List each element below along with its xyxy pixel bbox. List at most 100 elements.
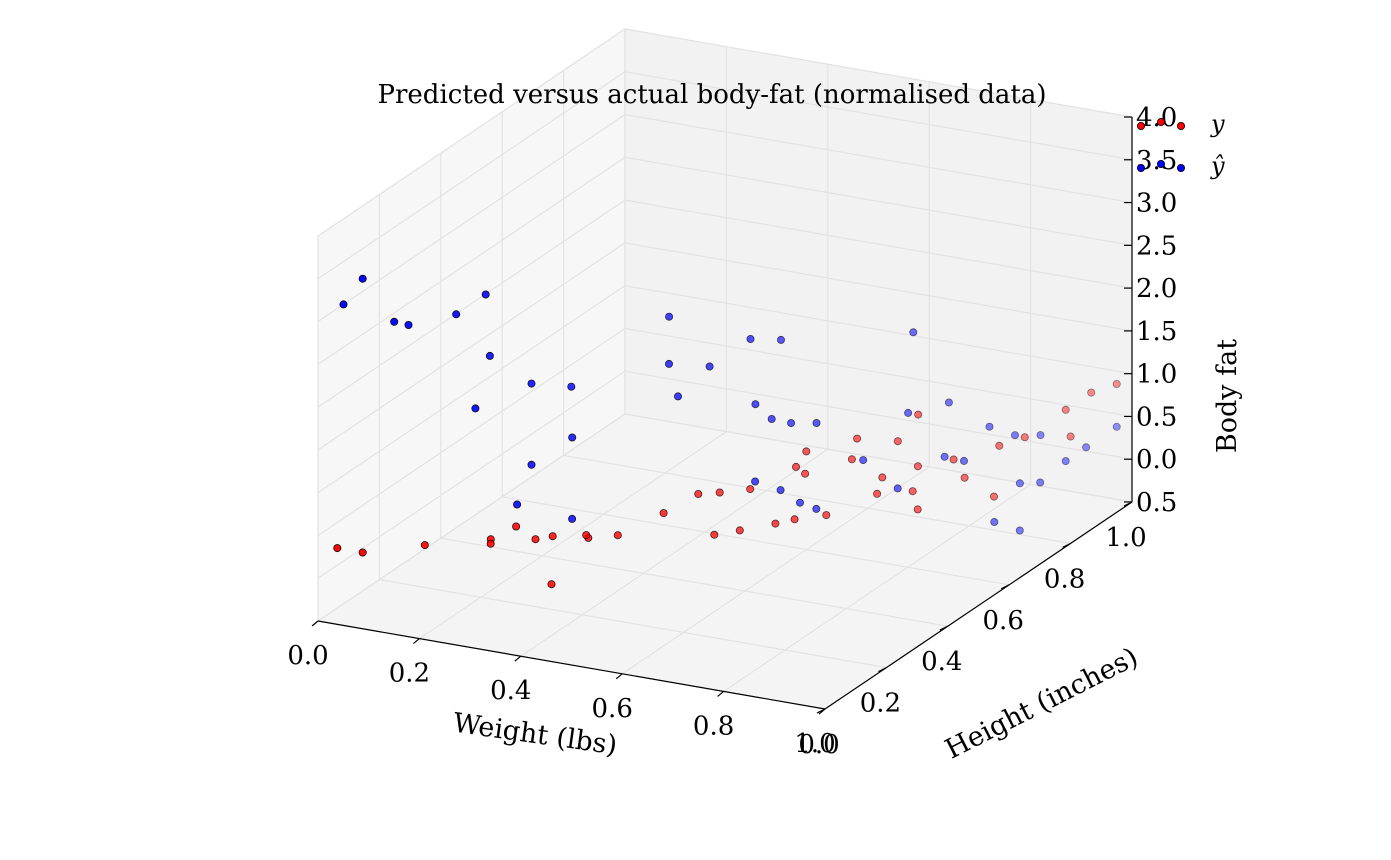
grid-line-z-left — [317, 156, 626, 365]
x-tick-mark — [413, 638, 420, 645]
point-y — [995, 441, 1004, 450]
point-y-hat — [904, 408, 913, 417]
grid-line-z-left — [317, 370, 626, 579]
point-y-hat — [940, 452, 949, 461]
y-tick-mark — [1000, 584, 1010, 590]
point-y-hat — [787, 419, 796, 428]
grid-line-z-back — [624, 285, 1133, 375]
point-y — [1020, 433, 1029, 442]
point-y — [547, 580, 556, 589]
point-y — [715, 488, 724, 497]
point-y-hat — [796, 498, 805, 507]
x-tick-label: 0.4 — [490, 676, 531, 706]
point-y-hat — [1061, 457, 1070, 466]
point-y — [990, 492, 999, 501]
point-y — [333, 544, 342, 553]
point-y-hat — [751, 477, 760, 486]
point-y — [694, 489, 703, 498]
point-y-hat — [1011, 431, 1020, 440]
point-y-hat — [1036, 431, 1045, 440]
point-y-hat — [674, 392, 683, 401]
z-tick-label: 2.0 — [1136, 274, 1177, 304]
x-axis-line — [317, 620, 826, 710]
legend-marker — [1137, 163, 1146, 172]
point-y — [873, 489, 882, 498]
point-y — [908, 487, 917, 496]
grid-line-z-back — [624, 156, 1133, 246]
z-tick-label: 3.0 — [1136, 189, 1177, 219]
y-tick-label: 0.6 — [983, 606, 1024, 636]
point-y — [913, 462, 922, 471]
grid-line-z-left — [317, 199, 626, 408]
point-y — [801, 469, 810, 478]
point-y — [1087, 388, 1096, 397]
point-y — [531, 535, 540, 544]
point-y — [802, 447, 811, 456]
point-y-hat — [471, 404, 480, 413]
point-y-hat — [777, 335, 786, 344]
z-tick-label: 1.5 — [1136, 317, 1177, 347]
grid-line-z-back — [624, 71, 1133, 161]
point-y-hat — [812, 418, 821, 427]
legend-marker — [1157, 118, 1166, 127]
point-y-hat — [944, 398, 953, 407]
point-y-hat — [1015, 526, 1024, 535]
point-y — [893, 437, 902, 446]
point-y — [486, 539, 495, 548]
y-tick-label: 0.0 — [798, 730, 839, 760]
x-tick-mark — [717, 690, 724, 697]
point-y — [949, 455, 958, 464]
point-y-hat — [751, 400, 760, 409]
point-y-hat — [513, 500, 522, 509]
x-tick-label: 1.0 — [794, 729, 835, 759]
y-tick-mark — [1062, 542, 1071, 548]
legend-marker — [1177, 163, 1186, 172]
tick-labels: 0.00.20.40.60.81.00.00.20.40.60.81.00.50… — [287, 103, 1177, 760]
point-y — [913, 505, 922, 514]
point-y — [582, 531, 591, 540]
grid-line-z-left — [317, 28, 626, 237]
y-tick-mark — [816, 708, 826, 714]
x-tick-label: 0.8 — [693, 711, 734, 741]
grid-line-z-back — [624, 199, 1133, 289]
grid-line-z-left — [317, 114, 626, 323]
point-y-hat — [1112, 422, 1121, 431]
point-y — [420, 541, 429, 550]
point-y-hat — [893, 484, 902, 493]
axis-panes — [316, 28, 1134, 710]
grid-line-y-floor — [502, 496, 1010, 586]
point-y-hat — [1082, 443, 1091, 452]
grid-line-x-floor — [723, 483, 1031, 692]
grid-line-y-floor — [563, 454, 1071, 544]
x-tick-label: 0.2 — [389, 659, 430, 689]
point-y-hat — [485, 351, 494, 360]
point-y-hat — [1015, 479, 1024, 488]
z-tick-label: 1.0 — [1136, 360, 1177, 390]
point-y — [1061, 405, 1070, 414]
point-y — [792, 462, 801, 471]
point-y — [659, 509, 668, 518]
grid-line-z-left — [317, 242, 626, 451]
data-points — [333, 274, 1121, 589]
grid-line-z-back — [624, 370, 1133, 460]
y-tick-mark — [878, 667, 887, 673]
y-axis-label: Height (inches) — [940, 642, 1143, 766]
z-tick-label: 0.5 — [1136, 402, 1177, 432]
grid-lines — [317, 28, 1133, 710]
grid-line-z-left — [317, 71, 626, 280]
grid-line-x-floor — [419, 431, 727, 640]
grid-line-z-left — [317, 327, 626, 536]
point-y-hat — [705, 362, 714, 371]
point-y — [771, 519, 780, 528]
point-y — [710, 530, 719, 539]
x-tick-mark — [311, 620, 319, 627]
point-y-hat — [776, 486, 785, 495]
point-y — [1112, 379, 1121, 388]
point-y — [735, 526, 744, 535]
point-y-hat — [990, 518, 999, 527]
point-y — [1066, 432, 1075, 441]
point-y-hat — [527, 379, 536, 388]
point-y-hat — [859, 456, 868, 465]
point-y-hat — [358, 274, 367, 283]
point-y-hat — [567, 382, 576, 391]
